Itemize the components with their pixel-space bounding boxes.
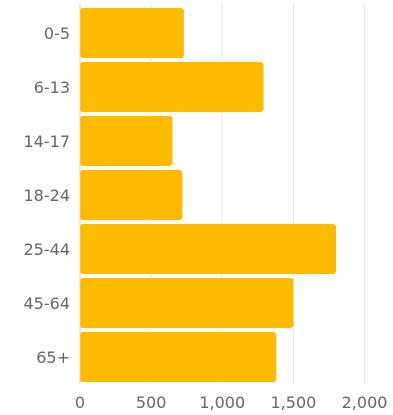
category-label: 6-13 (34, 78, 70, 97)
x-tick-label: 0 (75, 393, 85, 412)
bars (80, 8, 337, 382)
bar (80, 224, 337, 274)
x-tick-label: 2,000 (342, 393, 388, 412)
category-label: 25-44 (24, 240, 71, 259)
category-label: 14-17 (24, 132, 71, 151)
category-label: 0-5 (44, 24, 70, 43)
x-tick-labels: 0 500 1,000 1,500 2,000 (75, 393, 388, 412)
category-label: 65+ (36, 348, 70, 367)
bar (80, 116, 173, 166)
bar (80, 170, 183, 220)
category-label: 45-64 (24, 294, 71, 313)
x-tick-label: 1,500 (271, 393, 317, 412)
bar (80, 332, 277, 382)
bar (80, 278, 294, 328)
x-tick-label: 500 (136, 393, 167, 412)
bar (80, 62, 264, 112)
category-labels: 0-5 6-13 14-17 18-24 25-44 45-64 65+ (24, 24, 71, 367)
x-tick-label: 1,000 (199, 393, 245, 412)
category-label: 18-24 (24, 186, 71, 205)
bar (80, 8, 184, 58)
